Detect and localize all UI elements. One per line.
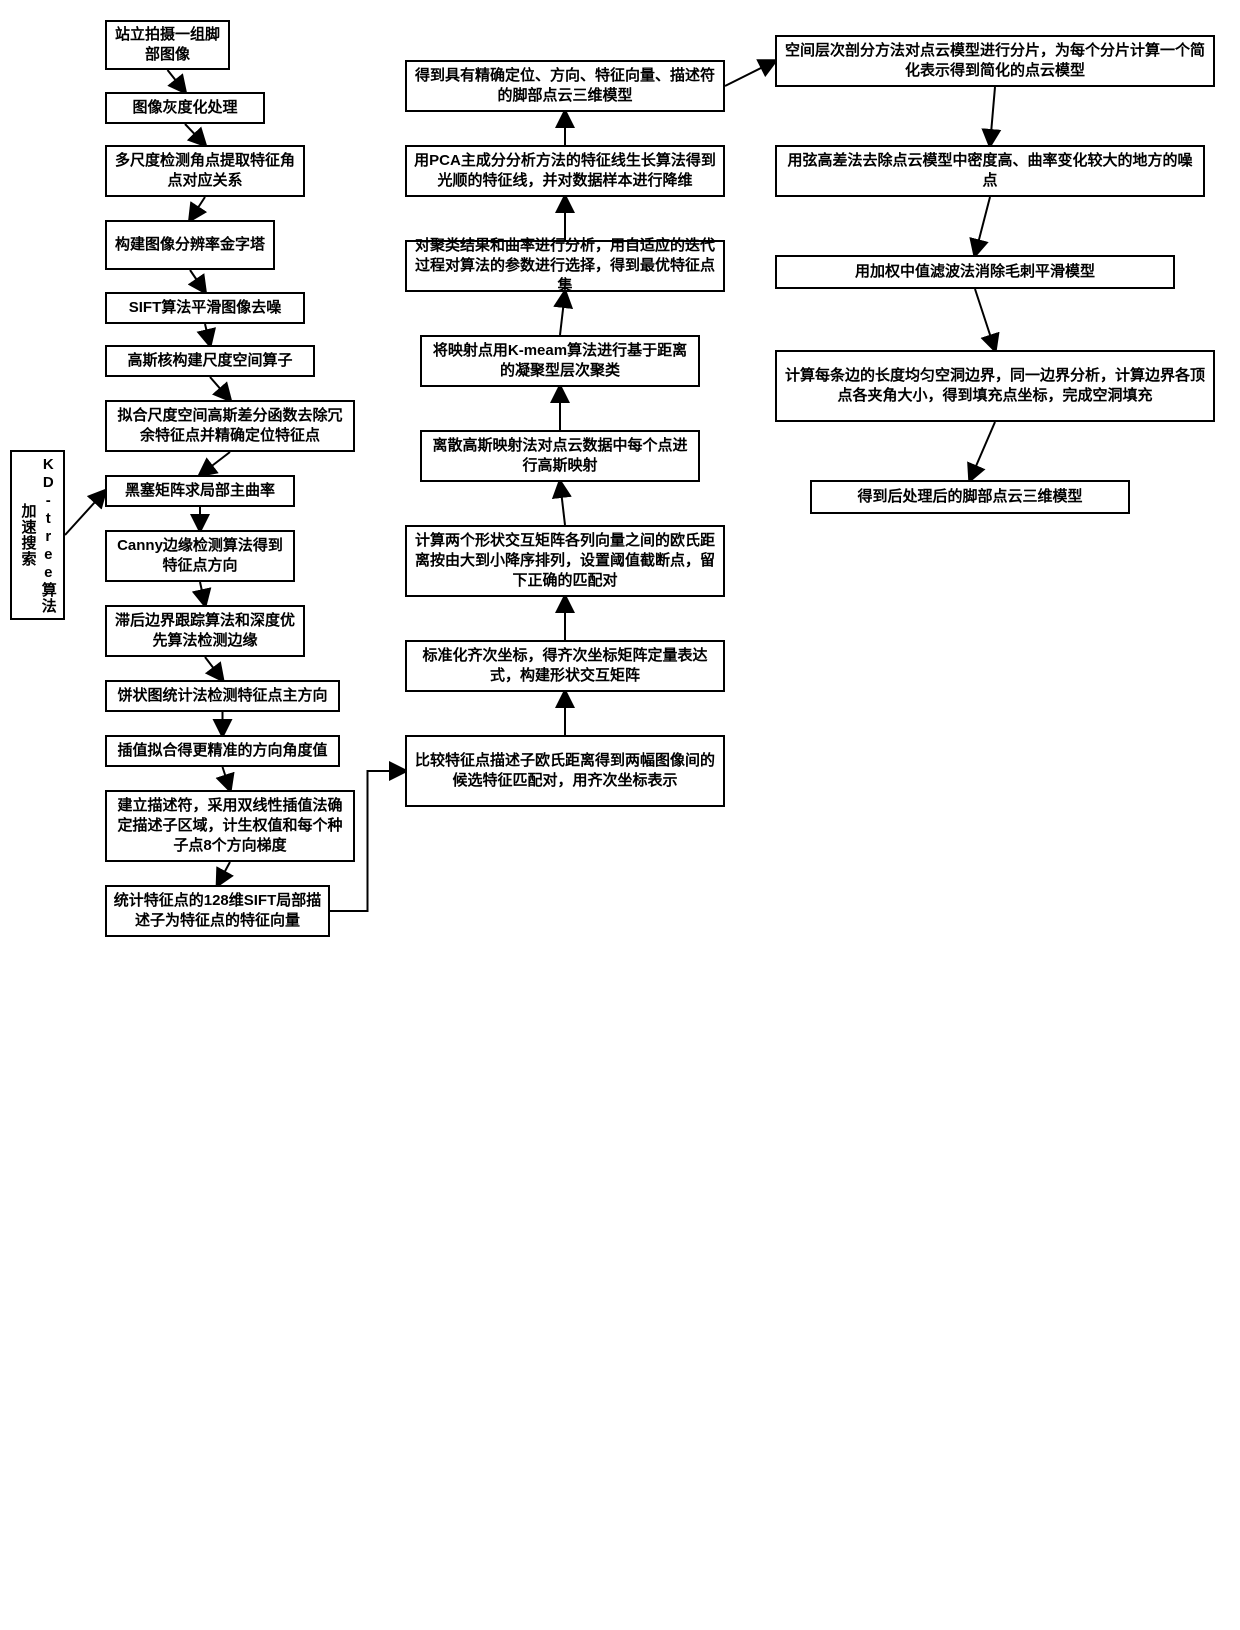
node-l9: Canny边缘检测算法得到特征点方向 xyxy=(105,530,295,582)
node-l12: 插值拟合得更精准的方向角度值 xyxy=(105,735,340,767)
node-kd: KD-tree算法加速搜索 xyxy=(10,450,65,620)
node-l8: 黑塞矩阵求局部主曲率 xyxy=(105,475,295,507)
node-l5: SIFT算法平滑图像去噪 xyxy=(105,292,305,324)
node-l4: 构建图像分辨率金字塔 xyxy=(105,220,275,270)
node-l6: 高斯核构建尺度空间算子 xyxy=(105,345,315,377)
node-l14: 统计特征点的128维SIFT局部描述子为特征点的特征向量 xyxy=(105,885,330,937)
node-r4: 计算每条边的长度均匀空洞边界，同一边界分析，计算边界各顶点各夹角大小，得到填充点… xyxy=(775,350,1215,422)
node-r5: 得到后处理后的脚部点云三维模型 xyxy=(810,480,1130,514)
node-l2: 图像灰度化处理 xyxy=(105,92,265,124)
node-r2: 用弦高差法去除点云模型中密度高、曲率变化较大的地方的噪点 xyxy=(775,145,1205,197)
node-m2: 用PCA主成分分析方法的特征线生长算法得到光顺的特征线，并对数据样本进行降维 xyxy=(405,145,725,197)
node-m4: 将映射点用K-meam算法进行基于距离的凝聚型层次聚类 xyxy=(420,335,700,387)
node-m7: 标准化齐次坐标，得齐次坐标矩阵定量表达式，构建形状交互矩阵 xyxy=(405,640,725,692)
node-l7: 拟合尺度空间高斯差分函数去除冗余特征点并精确定位特征点 xyxy=(105,400,355,452)
node-m1: 得到具有精确定位、方向、特征向量、描述符的脚部点云三维模型 xyxy=(405,60,725,112)
node-m5: 离散高斯映射法对点云数据中每个点进行高斯映射 xyxy=(420,430,700,482)
node-l1: 站立拍摄一组脚部图像 xyxy=(105,20,230,70)
node-l3: 多尺度检测角点提取特征角点对应关系 xyxy=(105,145,305,197)
node-l13: 建立描述符，采用双线性插值法确定描述子区域，计生权值和每个种子点8个方向梯度 xyxy=(105,790,355,862)
node-m8: 比较特征点描述子欧氏距离得到两幅图像间的候选特征匹配对，用齐次坐标表示 xyxy=(405,735,725,807)
node-l11: 饼状图统计法检测特征点主方向 xyxy=(105,680,340,712)
node-r3: 用加权中值滤波法消除毛刺平滑模型 xyxy=(775,255,1175,289)
node-l10: 滞后边界跟踪算法和深度优先算法检测边缘 xyxy=(105,605,305,657)
node-m6: 计算两个形状交互矩阵各列向量之间的欧氏距离按由大到小降序排列，设置阈值截断点，留… xyxy=(405,525,725,597)
node-r1: 空间层次剖分方法对点云模型进行分片，为每个分片计算一个简化表示得到简化的点云模型 xyxy=(775,35,1215,87)
node-m3: 对聚类结果和曲率进行分析，用自适应的迭代过程对算法的参数进行选择，得到最优特征点… xyxy=(405,240,725,292)
